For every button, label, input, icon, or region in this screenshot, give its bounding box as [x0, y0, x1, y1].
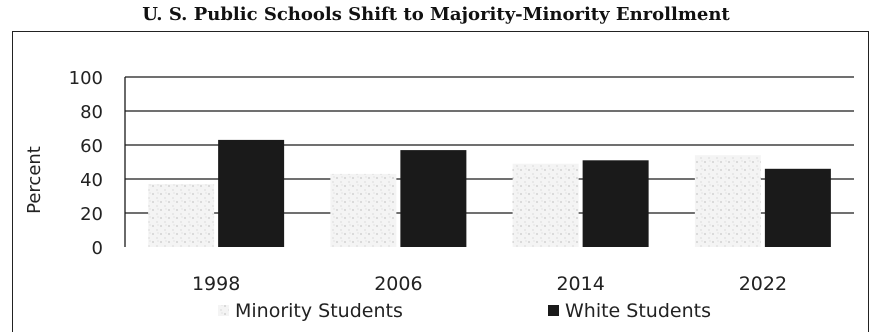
chart-frame — [12, 31, 869, 332]
bar-minority-students — [694, 155, 761, 247]
y-axis-label: Percent — [24, 146, 45, 214]
bar-minority-students — [148, 184, 215, 247]
x-axis-tick-labels: 1998 2006 2014 2022 — [192, 273, 787, 295]
x-tick-label: 2014 — [556, 273, 604, 295]
y-tick-label: 100 — [69, 68, 103, 89]
bar-minority-students — [330, 173, 397, 247]
y-tick-label: 0 — [92, 238, 103, 259]
chart-title: U. S. Public Schools Shift to Majority-M… — [142, 4, 730, 25]
x-tick-label: 2006 — [374, 273, 422, 295]
legend-white-students-label: White Students — [565, 300, 711, 322]
legend: Minority Students White Students — [218, 300, 711, 322]
legend-minority-students-swatch — [218, 305, 229, 316]
legend-white-students-swatch — [548, 305, 559, 316]
bar-minority-students — [512, 163, 579, 247]
y-tick-label: 60 — [80, 136, 103, 157]
bars — [148, 139, 831, 247]
y-axis-tick-labels: 0 20 40 60 80 100 — [69, 68, 103, 259]
bar-white-students — [218, 139, 285, 247]
y-tick-label: 20 — [80, 204, 103, 225]
bar-white-students — [764, 168, 831, 247]
x-tick-label: 2022 — [739, 273, 787, 295]
legend-minority-students-label: Minority Students — [235, 300, 403, 322]
bar-white-students — [582, 160, 649, 247]
x-tick-label: 1998 — [192, 273, 240, 295]
bar-white-students — [400, 150, 467, 247]
y-tick-label: 40 — [80, 170, 103, 191]
y-tick-label: 80 — [80, 102, 103, 123]
